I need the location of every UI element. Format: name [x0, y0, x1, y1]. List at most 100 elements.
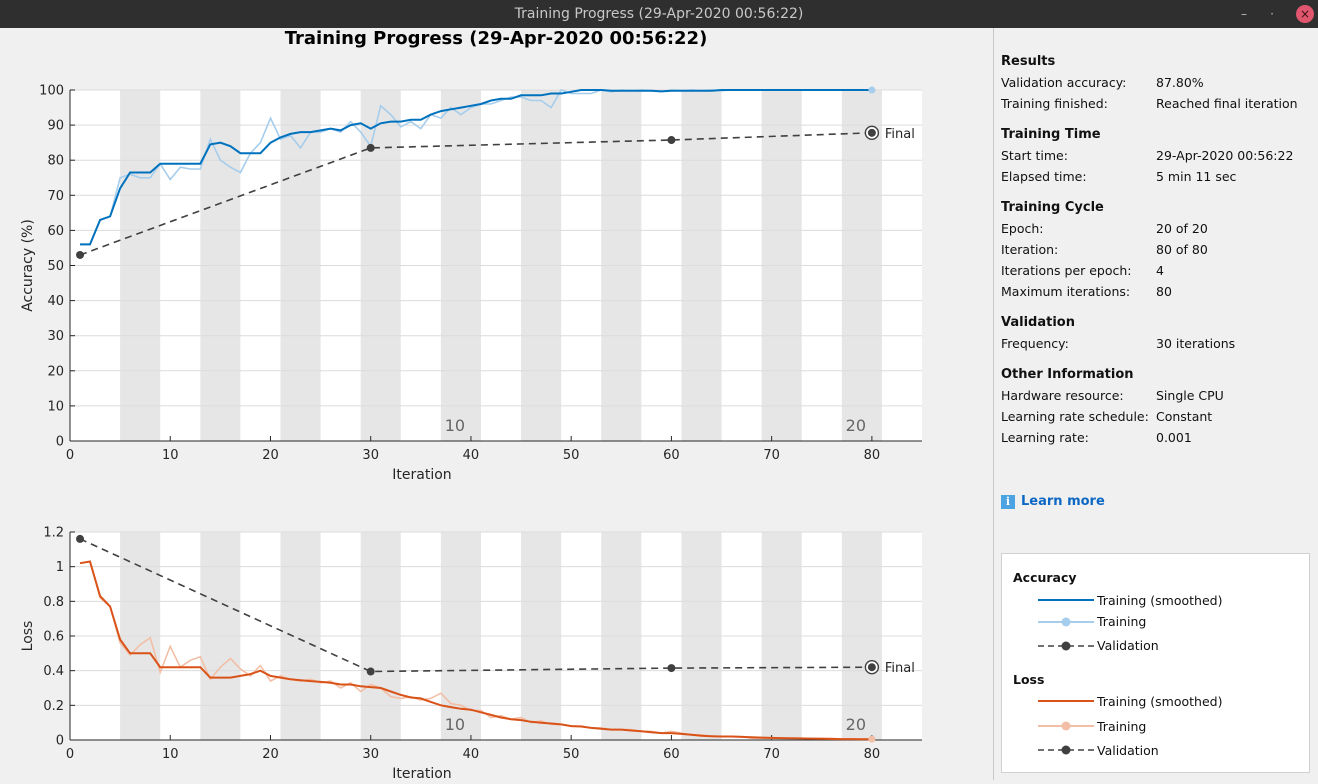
loss-ytick-label: 0.2: [43, 699, 64, 714]
accuracy-validation-line: [79, 132, 872, 256]
accuracy-ytick-label: 100: [39, 84, 64, 99]
legend-accuracy-smoothed: Training (smoothed): [1097, 593, 1223, 608]
legend-loss-training: Training: [1097, 719, 1147, 734]
accuracy-validation-point: [667, 136, 676, 145]
accuracy-ylabel: Accuracy (%): [20, 219, 36, 312]
loss-xtick-label: 60: [663, 747, 680, 762]
loss-ytick-label: 1.2: [43, 526, 64, 541]
accuracy-ytick-label: 20: [47, 364, 64, 379]
section-title: Training Time: [1001, 127, 1101, 142]
accuracy-epoch-label: 10: [445, 416, 465, 435]
window-titlebar: Training Progress (29-Apr-2020 00:56:22)…: [0, 0, 1318, 28]
info-value: 0.001: [1156, 430, 1192, 445]
loss-validation-line: [79, 538, 872, 673]
info-label: Frequency:: [1001, 336, 1069, 351]
info-label: Hardware resource:: [1001, 388, 1124, 403]
loss-epoch-label: 20: [846, 715, 866, 734]
section-title: Training Cycle: [1001, 200, 1104, 215]
accuracy-xtick-label: 60: [663, 448, 680, 463]
panel-divider: [993, 28, 994, 780]
legend-accuracy-title: Accuracy: [1013, 570, 1077, 585]
figure-title: Training Progress (29-Apr-2020 00:56:22): [285, 28, 708, 49]
loss-ytick-label: 1: [56, 560, 64, 575]
loss-xtick-label: 0: [66, 747, 74, 762]
section-title: Results: [1001, 54, 1056, 69]
info-value: 20 of 20: [1156, 221, 1208, 236]
loss-validation-point: [366, 667, 375, 676]
accuracy-xtick-label: 40: [463, 448, 480, 463]
loss-xlabel: Iteration: [392, 766, 451, 780]
legend-loss-title: Loss: [1013, 672, 1045, 687]
accuracy-ytick-label: 60: [47, 224, 64, 239]
loss-xtick-label: 20: [262, 747, 279, 762]
loss-ytick-label: 0.8: [43, 595, 64, 610]
accuracy-ytick-label: 70: [47, 189, 64, 204]
loss-validation-point: [667, 664, 676, 673]
accuracy-ytick-label: 90: [47, 119, 64, 134]
close-icon[interactable]: ×: [1296, 5, 1314, 23]
legend-accuracy-validation: Validation: [1097, 638, 1159, 653]
info-value: 80: [1156, 284, 1172, 299]
legend: Accuracy Training (smoothed) Training Va…: [1001, 553, 1310, 773]
legend-loss-validation-marker: [1061, 745, 1071, 755]
info-value: Reached final iteration: [1156, 96, 1298, 111]
legend-accuracy-swatches: [1038, 599, 1094, 651]
maximize-icon[interactable]: ·: [1270, 7, 1274, 21]
learn-more-link[interactable]: i Learn more: [1001, 494, 1105, 509]
info-label: Elapsed time:: [1001, 169, 1087, 184]
accuracy-xtick-label: 70: [763, 448, 780, 463]
minimize-icon[interactable]: –: [1241, 7, 1247, 21]
accuracy-final-point: [867, 128, 876, 137]
info-label: Iterations per epoch:: [1001, 263, 1132, 278]
loss-epoch-label: 10: [445, 715, 465, 734]
accuracy-validation-point: [366, 143, 375, 152]
legend-loss-training-marker: [1061, 721, 1071, 731]
accuracy-ytick-label: 0: [56, 435, 64, 450]
info-value: Constant: [1156, 409, 1213, 424]
legend-loss-smoothed: Training (smoothed): [1097, 694, 1223, 709]
info-label: Validation accuracy:: [1001, 75, 1127, 90]
accuracy-smoothed-line: [80, 89, 872, 246]
loss-xtick-label: 30: [362, 747, 379, 762]
legend-accuracy-validation-marker: [1061, 641, 1071, 651]
loss-smoothed-line: [79, 560, 872, 741]
accuracy-xtick-label: 80: [864, 448, 881, 463]
plot-area: Training Progress (29-Apr-2020 00:56:22)…: [0, 28, 993, 782]
loss-xtick-label: 40: [463, 747, 480, 762]
accuracy-chart: 0 10 20 30 40 50 60 70 80 90 100 0 10 20 30 40 50 60 70 80 I…: [20, 84, 922, 483]
info-label: Iteration:: [1001, 242, 1059, 257]
accuracy-xtick-label: 20: [262, 448, 279, 463]
info-value: Single CPU: [1156, 388, 1224, 403]
info-icon: i: [1001, 494, 1015, 509]
loss-ylabel: Loss: [20, 621, 36, 652]
accuracy-final-label: Final: [885, 127, 915, 142]
legend-accuracy-training-marker: [1061, 617, 1071, 627]
accuracy-ytick-label: 50: [47, 259, 64, 274]
info-label: Maximum iterations:: [1001, 284, 1131, 299]
loss-chart: 0 0.2 0.4 0.6 0.8 1 1.2 0 10 20 30 40 50 60 70 80 Iterat…: [20, 526, 922, 782]
learn-more-label: Learn more: [1021, 494, 1105, 509]
accuracy-xtick-label: 0: [66, 448, 74, 463]
loss-training-last-point: [868, 735, 876, 743]
info-label: Epoch:: [1001, 221, 1044, 236]
loss-final-label: Final: [885, 661, 915, 676]
info-value: 80 of 80: [1156, 242, 1208, 257]
loss-ytick-label: 0.6: [43, 630, 64, 645]
info-value: 4: [1156, 263, 1164, 278]
accuracy-xtick-label: 10: [162, 448, 179, 463]
legend-loss-validation: Validation: [1097, 743, 1159, 758]
accuracy-ytick-label: 30: [47, 329, 64, 344]
info-panel: Results Validation accuracy: 87.80% Trainin…: [994, 28, 1318, 780]
training-progress-figure: Training Progress (29-Apr-2020 00:56:22)…: [20, 28, 922, 782]
loss-ytick-label: 0.4: [43, 664, 64, 679]
accuracy-training-last-point: [868, 86, 876, 94]
loss-xtick-label: 10: [162, 747, 179, 762]
accuracy-ytick-label: 10: [47, 399, 64, 414]
section-title: Other Information: [1001, 367, 1134, 382]
info-value: 87.80%: [1156, 75, 1204, 90]
accuracy-ytick-label: 80: [47, 154, 64, 169]
loss-xtick-label: 50: [563, 747, 580, 762]
accuracy-xlabel: Iteration: [392, 467, 451, 483]
window-title: Training Progress (29-Apr-2020 00:56:22): [514, 6, 804, 22]
info-value: 29-Apr-2020 00:56:22: [1156, 148, 1294, 163]
